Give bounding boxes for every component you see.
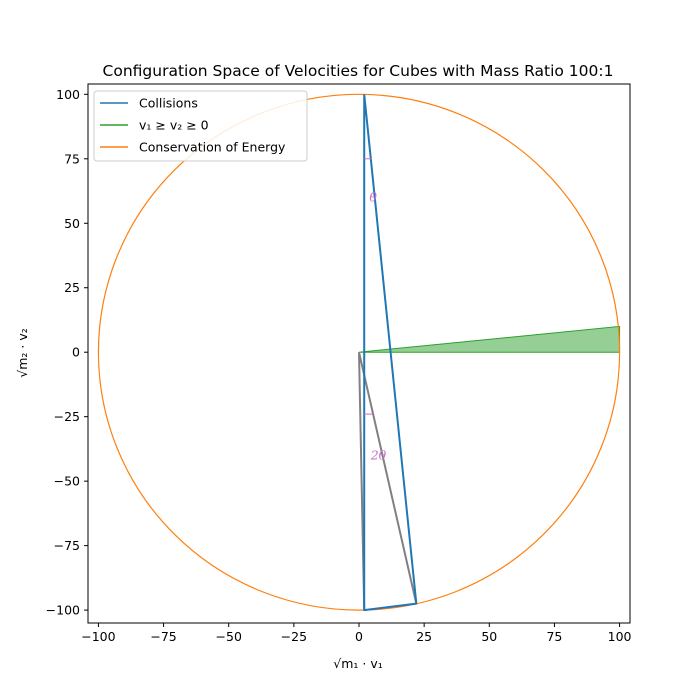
x-tick-label: −50: [216, 629, 242, 644]
fill-region-v1-v2: [358, 325, 621, 353]
y-tick-label: −25: [54, 409, 80, 424]
x-tick-label: −100: [81, 629, 115, 644]
y-tick-label: 50: [64, 216, 80, 231]
x-tick-label: 50: [481, 629, 497, 644]
y-axis-label: √m₂ · v₂: [15, 328, 30, 377]
x-tick-label: 100: [608, 629, 632, 644]
legend-label-1: v₁ ≥ v₂ ≥ 0: [139, 118, 209, 133]
axis-ticks: −100 −75 −50 −25 0 25 50 75 100 −100 −75 −50 −25 0 25 5…: [46, 87, 632, 644]
y-tick-label: 100: [56, 87, 80, 102]
x-tick-label: −25: [281, 629, 307, 644]
y-tick-label: −100: [46, 603, 80, 618]
legend-label-2: Conservation of Energy: [139, 140, 286, 155]
energy-circle: [97, 93, 621, 611]
x-tick-label: 75: [546, 629, 562, 644]
x-tick-label: 0: [355, 629, 363, 644]
angle-label-0: θ: [369, 189, 377, 204]
y-tick-label: 25: [64, 280, 80, 295]
legend-label-0: Collisions: [139, 96, 198, 111]
y-tick-label: −75: [54, 538, 80, 553]
angle-label-1: 2θ: [370, 447, 387, 462]
chart-title: Configuration Space of Velocities for Cu…: [103, 62, 614, 80]
x-tick-label: 25: [416, 629, 432, 644]
x-tick-label: −75: [150, 629, 176, 644]
legend-box: [93, 90, 308, 162]
y-tick-label: 75: [64, 151, 80, 166]
x-axis-label: √m₁ · v₁: [333, 656, 382, 671]
gray-reflection-lines: [358, 351, 418, 611]
y-tick-label: −50: [54, 474, 80, 489]
legend: Collisions v₁ ≥ v₂ ≥ 0 Conservation of Ene…: [93, 90, 308, 162]
plot-area: θ 2θ: [97, 93, 621, 612]
y-tick-label: 0: [72, 345, 80, 360]
collisions-line: [363, 94, 418, 612]
